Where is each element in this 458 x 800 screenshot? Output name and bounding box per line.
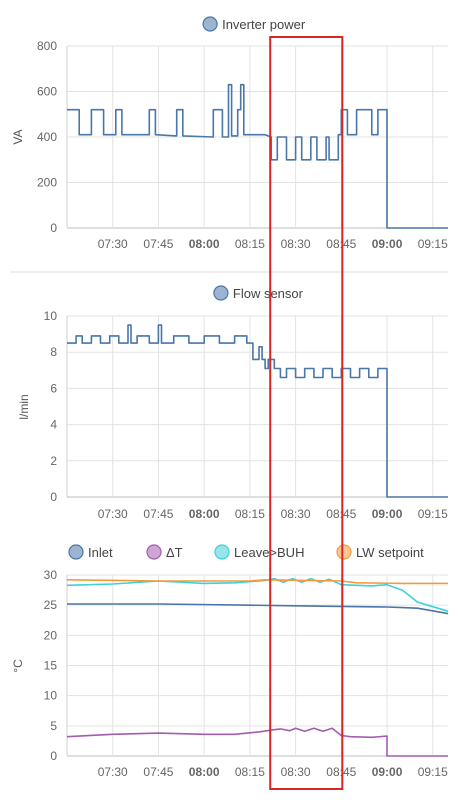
x-tick-label: 07:45	[143, 237, 173, 251]
x-tick-label: 08:15	[235, 237, 265, 251]
legend-swatch	[336, 544, 352, 560]
series-line-flow-sensor	[67, 324, 448, 498]
y-tick-label: 10	[44, 309, 58, 323]
x-tick-label: 08:00	[189, 765, 220, 779]
x-tick-label: 08:30	[281, 237, 311, 251]
y-tick-label: 2	[50, 454, 57, 468]
y-tick-label: 20	[44, 628, 58, 642]
legend-swatch	[68, 544, 84, 560]
x-tick-label: 08:30	[281, 765, 311, 779]
legend-swatch	[213, 285, 229, 301]
y-tick-label: 6	[50, 381, 57, 395]
legend-item[interactable]: Inlet	[68, 544, 113, 560]
x-tick-label: 07:45	[143, 507, 173, 521]
legend-swatch	[202, 16, 218, 32]
y-tick-label: 5	[50, 719, 57, 733]
x-tick-label: 09:15	[418, 507, 448, 521]
legend-label: Inlet	[88, 545, 113, 560]
y-axis-label: °C	[11, 659, 25, 673]
y-tick-label: 15	[44, 659, 58, 673]
y-tick-label: 8	[50, 345, 57, 359]
y-tick-label: 4	[50, 418, 57, 432]
y-tick-label: 10	[44, 689, 58, 703]
x-tick-label: 07:45	[143, 765, 173, 779]
x-tick-label: 08:15	[235, 507, 265, 521]
x-tick-label: 08:00	[189, 237, 220, 251]
x-tick-label: 09:15	[418, 765, 448, 779]
y-tick-label: 400	[37, 130, 57, 144]
legend-item[interactable]: Flow sensor	[213, 285, 304, 301]
series-line-leave-buh	[66, 577, 449, 612]
legend-item[interactable]: Inverter power	[202, 16, 306, 32]
legend-item[interactable]: LW setpoint	[336, 544, 424, 560]
x-tick-label: 08:15	[235, 765, 265, 779]
y-tick-label: 200	[37, 176, 57, 190]
legend-label: LW setpoint	[356, 545, 424, 560]
x-tick-label: 09:00	[372, 507, 403, 521]
legend-swatch	[214, 544, 230, 560]
y-axis-label: l/min	[17, 394, 31, 419]
y-axis-label: VA	[11, 129, 25, 144]
x-tick-label: 08:30	[281, 507, 311, 521]
x-tick-label: 07:30	[98, 765, 128, 779]
series-line-inverter-power	[67, 83, 448, 229]
y-tick-label: 30	[44, 568, 58, 582]
legend-item[interactable]: Leave>BUH	[214, 544, 304, 560]
x-tick-label: 09:15	[418, 237, 448, 251]
highlight-box	[269, 36, 344, 790]
y-tick-label: 25	[44, 598, 58, 612]
legend-swatch	[146, 544, 162, 560]
series-line-lw-setpoint	[66, 579, 448, 585]
y-tick-label: 0	[50, 221, 57, 235]
x-tick-label: 07:30	[98, 237, 128, 251]
legend-label: ΔT	[166, 545, 183, 560]
x-tick-label: 09:00	[372, 237, 403, 251]
x-tick-label: 07:30	[98, 507, 128, 521]
legend-label: Inverter power	[222, 17, 306, 32]
y-tick-label: 800	[37, 39, 57, 53]
x-tick-label: 08:00	[189, 507, 220, 521]
legend-label: Flow sensor	[233, 286, 304, 301]
y-tick-label: 0	[50, 490, 57, 504]
y-tick-label: 600	[37, 85, 57, 99]
y-tick-label: 0	[50, 749, 57, 763]
series-line-inlet	[67, 603, 449, 615]
series-line--t	[66, 727, 448, 757]
x-tick-label: 09:00	[372, 765, 403, 779]
legend-item[interactable]: ΔT	[146, 544, 183, 560]
